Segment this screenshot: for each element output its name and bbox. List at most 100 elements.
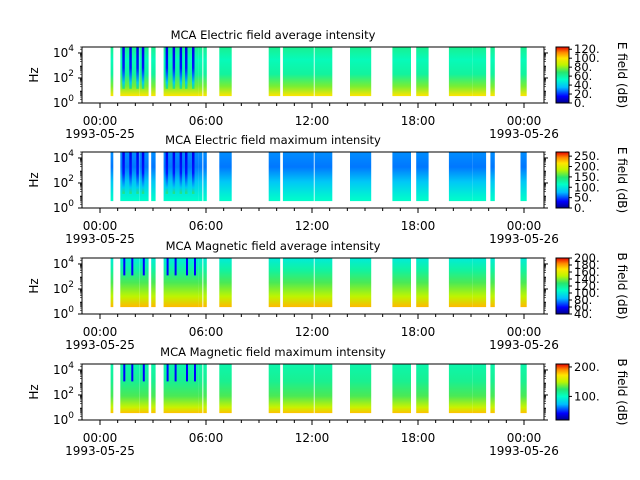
data-column (183, 258, 199, 308)
colorbar-tick-label: 40. (574, 307, 592, 321)
data-column (416, 364, 429, 414)
data-streak (141, 47, 145, 89)
data-column (151, 364, 156, 414)
y-tick-label: 102 (53, 69, 74, 85)
data-column (203, 47, 207, 97)
colorbar-tick-label: 0. (574, 201, 585, 215)
data-column (151, 152, 156, 202)
x-tick-time: 18:00 (401, 325, 436, 339)
data-streak (194, 364, 196, 382)
y-tick-label: 100 (53, 305, 74, 321)
colorbar-tick-label: 120. (574, 279, 600, 293)
data-column (314, 47, 333, 97)
data-column (282, 47, 314, 97)
data-column (198, 364, 203, 414)
data-streak (142, 364, 145, 382)
data-column (151, 258, 156, 308)
data-streak (129, 152, 132, 194)
colorbar (555, 151, 570, 209)
data-column (110, 47, 114, 97)
y-tick-label: 104 (53, 255, 74, 271)
x-tick-time: 06:00 (189, 219, 224, 233)
data-streak (166, 258, 169, 276)
data-column (203, 364, 207, 414)
data-column (490, 364, 495, 414)
data-column (268, 258, 281, 308)
data-column (472, 364, 487, 414)
data-column (416, 47, 429, 97)
data-column (490, 258, 495, 308)
data-column (392, 364, 411, 414)
data-column (520, 258, 527, 308)
data-column (416, 152, 429, 202)
data-column (120, 258, 140, 308)
data-column (282, 258, 314, 308)
y-axis-label: Hz (27, 278, 41, 293)
data-column (448, 152, 473, 202)
data-column (350, 364, 372, 414)
data-column (139, 364, 149, 414)
x-tick-time: 06:00 (189, 325, 224, 339)
data-streak (186, 364, 188, 382)
data-column (392, 152, 411, 202)
data-streak (174, 364, 177, 382)
x-tick-time: 18:00 (401, 431, 436, 445)
x-tick-date: 1993-05-26 (489, 338, 559, 352)
panel-4: MCA Magnetic field maximum intensity 100 1… (27, 345, 629, 458)
x-tick-date: 1993-05-25 (65, 444, 135, 458)
data-column (520, 152, 527, 202)
x-tick-date: 1993-05-25 (65, 338, 135, 352)
x-tick-time: 00:00 (83, 114, 118, 128)
axes-frame (81, 257, 545, 315)
data-column (472, 258, 487, 308)
colorbar-tick-label: 150. (574, 170, 600, 184)
y-tick-label: 102 (53, 386, 74, 402)
data-column (314, 258, 333, 308)
colorbar-tick-label: 80. (574, 60, 592, 74)
x-tick-time: 00:00 (507, 114, 542, 128)
data-column (268, 47, 281, 97)
colorbar-tick-label: 100. (574, 180, 600, 194)
data-column (282, 364, 314, 414)
data-column (490, 47, 495, 97)
x-tick-time: 18:00 (401, 219, 436, 233)
y-axis-label: Hz (27, 172, 41, 187)
x-tick-time: 00:00 (83, 431, 118, 445)
data-column (472, 152, 487, 202)
colorbar-tick-label: 100. (574, 389, 600, 403)
data-streak (165, 47, 169, 89)
data-streak (166, 364, 169, 382)
data-streak (141, 152, 145, 194)
y-tick-label: 102 (53, 174, 74, 190)
data-streak (136, 152, 139, 194)
colorbar (555, 257, 570, 315)
x-tick-time: 00:00 (507, 219, 542, 233)
data-column (392, 47, 411, 97)
colorbar (555, 46, 570, 104)
x-tick-time: 18:00 (401, 114, 436, 128)
data-streak (179, 47, 183, 89)
data-column (120, 364, 140, 414)
data-column (350, 47, 372, 97)
y-tick-label: 100 (53, 199, 74, 215)
x-tick-time: 12:00 (295, 219, 330, 233)
data-column (219, 364, 232, 414)
data-column (203, 258, 207, 308)
data-streak (123, 258, 126, 276)
data-column (490, 152, 495, 202)
data-streak (185, 47, 188, 89)
data-column (110, 364, 114, 414)
x-tick-time: 12:00 (295, 431, 330, 445)
x-tick-time: 00:00 (83, 325, 118, 339)
colorbar-label: E field (dB) (615, 42, 629, 108)
axes-frame (81, 363, 545, 421)
colorbar-tick-label: 200. (574, 360, 600, 374)
data-column (151, 47, 156, 97)
panel-title: MCA Electric field average intensity (171, 28, 376, 42)
data-column (163, 364, 183, 414)
x-tick-time: 00:00 (507, 325, 542, 339)
data-streak (129, 47, 132, 89)
data-column (163, 258, 183, 308)
data-streak (192, 47, 195, 89)
panel-2: MCA Electric field maximum intensity 100 1… (27, 133, 629, 246)
